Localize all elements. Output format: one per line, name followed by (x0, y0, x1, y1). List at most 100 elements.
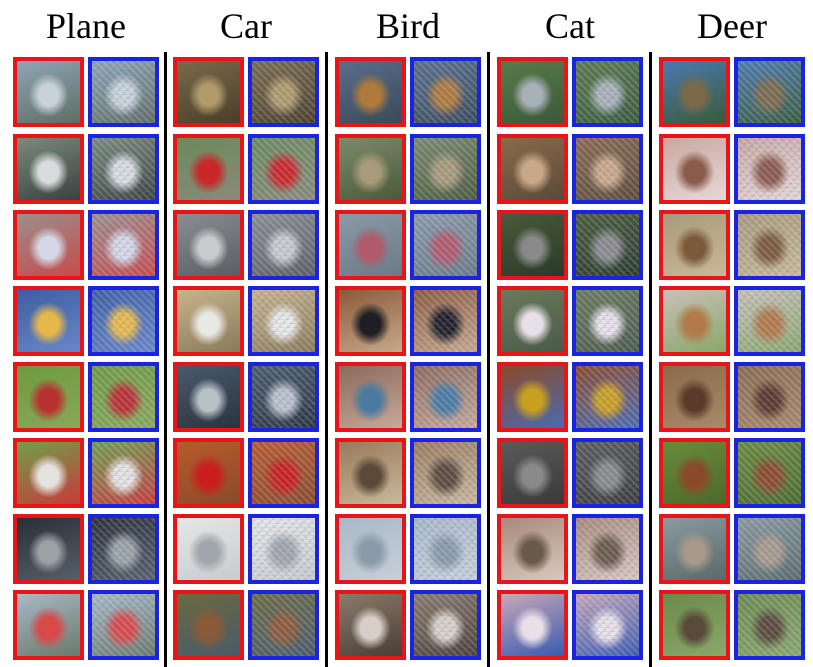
original-image-car-6 (173, 438, 244, 508)
photo-thumbnail (414, 518, 477, 580)
original-image-cat-2 (497, 134, 568, 204)
adversarial-image-cat-6 (572, 438, 643, 508)
photo-thumbnail (576, 290, 639, 352)
photo-thumbnail (17, 366, 80, 428)
column-separator (487, 52, 490, 667)
photo-thumbnail (339, 214, 402, 276)
perturbation-noise (252, 61, 315, 123)
original-image-plane-2 (13, 134, 84, 204)
perturbation-noise (576, 366, 639, 428)
photo-thumbnail (339, 518, 402, 580)
perturbation-noise (414, 138, 477, 200)
photo-thumbnail (92, 214, 155, 276)
photo-thumbnail (252, 518, 315, 580)
photo-thumbnail (576, 138, 639, 200)
adversarial-image-plane-5 (88, 362, 159, 432)
photo-thumbnail (339, 442, 402, 504)
original-image-car-8 (173, 590, 244, 660)
photo-thumbnail (17, 290, 80, 352)
adversarial-image-cat-8 (572, 590, 643, 660)
photo-thumbnail (501, 290, 564, 352)
photo-thumbnail (663, 518, 726, 580)
perturbation-noise (414, 518, 477, 580)
original-image-deer-4 (659, 286, 730, 356)
photo-thumbnail (177, 442, 240, 504)
photo-thumbnail (414, 442, 477, 504)
original-image-bird-5 (335, 362, 406, 432)
adversarial-image-deer-2 (734, 134, 805, 204)
photo-thumbnail (576, 214, 639, 276)
photo-thumbnail (501, 594, 564, 656)
adversarial-image-car-6 (248, 438, 319, 508)
original-image-cat-7 (497, 514, 568, 584)
photo-thumbnail (177, 214, 240, 276)
original-image-cat-1 (497, 57, 568, 127)
perturbation-noise (576, 214, 639, 276)
adversarial-image-plane-1 (88, 57, 159, 127)
adversarial-image-deer-8 (734, 590, 805, 660)
photo-thumbnail (738, 214, 801, 276)
photo-thumbnail (252, 61, 315, 123)
photo-thumbnail (663, 442, 726, 504)
original-image-plane-3 (13, 210, 84, 280)
photo-thumbnail (339, 594, 402, 656)
photo-thumbnail (339, 61, 402, 123)
adversarial-image-car-2 (248, 134, 319, 204)
photo-thumbnail (501, 214, 564, 276)
photo-thumbnail (92, 594, 155, 656)
adversarial-image-cat-1 (572, 57, 643, 127)
perturbation-noise (252, 442, 315, 504)
adversarial-image-bird-7 (410, 514, 481, 584)
photo-thumbnail (663, 366, 726, 428)
photo-thumbnail (576, 61, 639, 123)
perturbation-noise (252, 290, 315, 352)
photo-thumbnail (501, 61, 564, 123)
original-image-car-5 (173, 362, 244, 432)
original-image-deer-2 (659, 134, 730, 204)
adversarial-image-bird-5 (410, 362, 481, 432)
adversarial-image-plane-4 (88, 286, 159, 356)
photo-thumbnail (252, 290, 315, 352)
original-image-deer-6 (659, 438, 730, 508)
photo-thumbnail (339, 366, 402, 428)
original-image-car-7 (173, 514, 244, 584)
perturbation-noise (576, 442, 639, 504)
original-image-deer-5 (659, 362, 730, 432)
perturbation-noise (92, 366, 155, 428)
photo-thumbnail (738, 290, 801, 352)
perturbation-noise (92, 518, 155, 580)
photo-thumbnail (738, 518, 801, 580)
photo-thumbnail (576, 518, 639, 580)
photo-thumbnail (177, 290, 240, 352)
photo-thumbnail (177, 518, 240, 580)
photo-thumbnail (414, 290, 477, 352)
adversarial-image-bird-4 (410, 286, 481, 356)
photo-thumbnail (663, 138, 726, 200)
column-header-deer: Deer (697, 6, 767, 46)
original-image-deer-1 (659, 57, 730, 127)
photo-thumbnail (576, 594, 639, 656)
original-image-plane-1 (13, 57, 84, 127)
photo-thumbnail (17, 594, 80, 656)
photo-thumbnail (414, 214, 477, 276)
perturbation-noise (738, 518, 801, 580)
column-separator (649, 52, 652, 667)
perturbation-noise (414, 214, 477, 276)
original-image-deer-8 (659, 590, 730, 660)
original-image-cat-5 (497, 362, 568, 432)
original-image-plane-7 (13, 514, 84, 584)
adversarial-image-cat-2 (572, 134, 643, 204)
original-image-bird-8 (335, 590, 406, 660)
photo-thumbnail (177, 366, 240, 428)
perturbation-noise (252, 366, 315, 428)
original-image-car-1 (173, 57, 244, 127)
photo-thumbnail (92, 138, 155, 200)
adversarial-image-plane-2 (88, 134, 159, 204)
perturbation-noise (738, 214, 801, 276)
photo-thumbnail (414, 366, 477, 428)
original-image-bird-7 (335, 514, 406, 584)
photo-thumbnail (414, 138, 477, 200)
adversarial-image-bird-8 (410, 590, 481, 660)
adversarial-image-cat-7 (572, 514, 643, 584)
photo-thumbnail (414, 61, 477, 123)
